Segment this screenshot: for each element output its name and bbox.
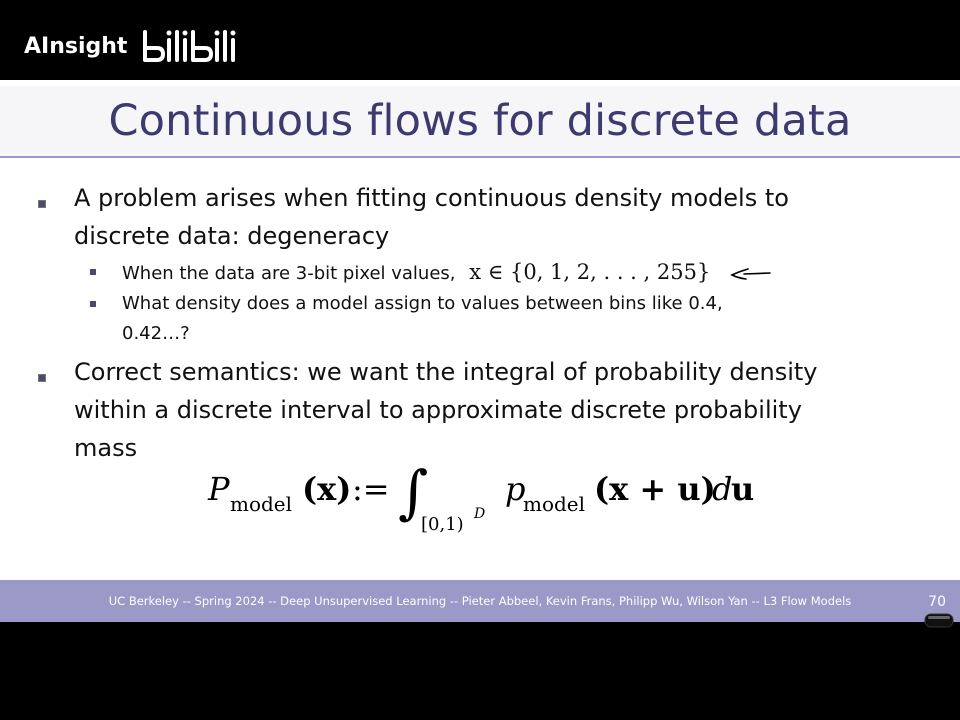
bullet-marker (38, 200, 46, 208)
formula-rhs-p: p (505, 470, 526, 508)
bilibili-logo-icon (143, 30, 236, 62)
title-band: Continuous flows for discrete data (0, 86, 960, 158)
footer-text: UC Berkeley -- Spring 2024 -- Deep Unsup… (108, 594, 852, 608)
bullet-line: A problem arises when fitting continuous… (74, 184, 789, 212)
watermark: AInsight (24, 26, 237, 66)
formula-du: u (731, 470, 755, 508)
formula-d: d (712, 470, 733, 508)
video-bottom-bar (0, 622, 960, 720)
formula-assign: := (352, 470, 390, 508)
slide: Continuous flows for discrete data A pro… (0, 80, 960, 580)
formula-lhs-arg: (x) (302, 470, 352, 508)
video-top-bar: AInsight (0, 0, 960, 80)
bullet-marker (38, 374, 46, 382)
formula-integral: ∫ (398, 458, 429, 526)
formula-rhs-sub: model (523, 492, 586, 516)
formula-domain-sup: D (474, 506, 486, 522)
bullet-line: within a discrete interval to approximat… (74, 396, 802, 424)
pixel-value-set-math: x ∈ {0, 1, 2, . . . , 255} (469, 260, 711, 284)
sub-bullet-line: 0.42…? (122, 323, 190, 344)
watermark-text: AInsight (24, 33, 128, 59)
bullet-line: Correct semantics: we want the integral … (74, 358, 818, 386)
slide-footer: UC Berkeley -- Spring 2024 -- Deep Unsup… (0, 580, 960, 622)
formula-rhs-arg: (x + u) (594, 470, 716, 508)
page-number: 70 (928, 594, 946, 610)
sub-bullet-marker (90, 301, 96, 307)
probability-mass-formula: P model (x) := ∫ [0,1) D p model (x + u)… (200, 458, 800, 550)
handwritten-arrow-annotation (730, 268, 771, 280)
slide-title: Continuous flows for discrete data (108, 96, 852, 146)
bullet-text: Correct semantics: we want the integral … (74, 353, 904, 467)
bullet-line: mass (74, 434, 138, 462)
bullet-line: discrete data: degeneracy (74, 222, 390, 250)
sub-bullet-marker (90, 269, 96, 275)
sub-bullet-line: What density does a model assign to valu… (122, 293, 723, 314)
sub-bullet-label: When the data are 3-bit pixel values, (122, 263, 456, 284)
sub-bullet-text: What density does a model assign to valu… (122, 289, 882, 349)
sub-bullet-text: When the data are 3-bit pixel values, x … (122, 257, 862, 289)
formula-domain: [0,1) (421, 514, 464, 535)
formula-lhs-sub: model (230, 492, 293, 516)
formula-lhs-P: P (208, 470, 230, 508)
bullet-text: A problem arises when fitting continuous… (74, 179, 904, 255)
player-control-icon[interactable] (924, 610, 954, 628)
